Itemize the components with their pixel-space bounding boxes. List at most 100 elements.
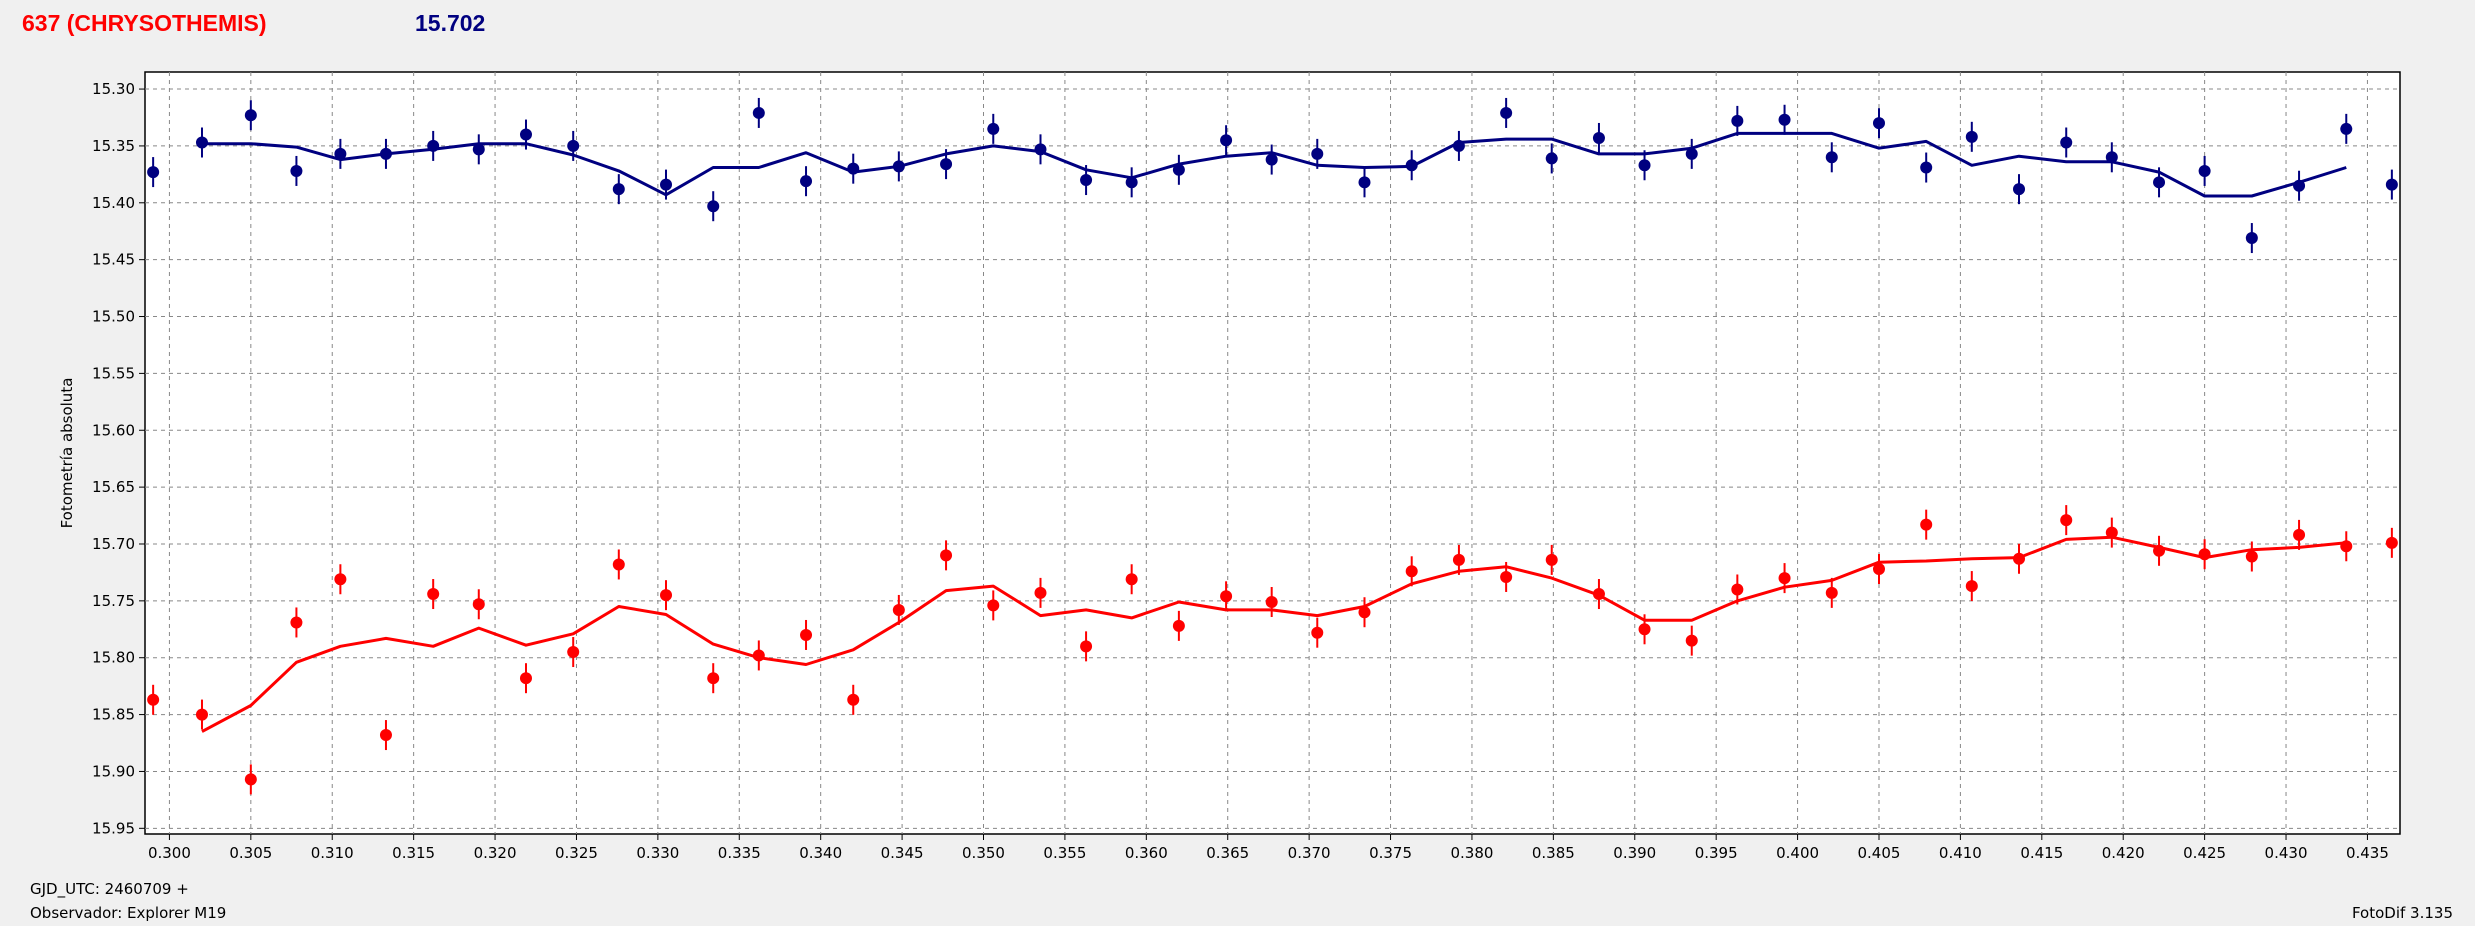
x-tick-label: 0.350 [962, 844, 1005, 860]
data-point [660, 589, 673, 602]
x-tick-label: 0.435 [2346, 844, 2389, 860]
data-point [707, 200, 720, 213]
data-point [1034, 143, 1047, 156]
y-tick-label: 15.30 [92, 80, 135, 98]
data-point [519, 128, 532, 141]
x-axis: 0.300 0.305 0.310 0.315 0.320 0.325 0.330 0.335… [148, 834, 2389, 860]
magnitude-value: 15.702 [415, 10, 486, 36]
data-point [1500, 570, 1513, 583]
data-point [147, 693, 160, 706]
observer-label: Observador: Explorer M19 [30, 904, 227, 922]
data-point [1452, 139, 1465, 152]
data-point [1358, 606, 1371, 619]
y-tick-label: 15.40 [92, 194, 135, 212]
x-tick-label: 0.310 [311, 844, 354, 860]
x-tick-label: 0.315 [392, 844, 435, 860]
data-point [1920, 161, 1933, 174]
data-point [147, 166, 160, 179]
data-point [2245, 232, 2258, 245]
x-tick-label: 0.340 [799, 844, 842, 860]
x-tick-label: 0.305 [229, 844, 272, 860]
data-point [1731, 114, 1744, 127]
data-point [472, 143, 485, 156]
data-point [800, 175, 813, 188]
x-tick-label: 0.325 [555, 844, 598, 860]
grid [145, 72, 2400, 834]
gjd-label: GJD_UTC: 2460709 + [30, 880, 189, 898]
data-point [1545, 553, 1558, 566]
x-tick-label: 0.380 [1450, 844, 1493, 860]
lightcurve-chart: 0.300 0.305 0.310 0.315 0.320 0.325 0.330 0.335… [58, 71, 2401, 860]
data-point [1592, 131, 1605, 144]
data-point [2198, 164, 2211, 177]
data-point [427, 588, 440, 601]
data-point [2060, 136, 2073, 149]
y-tick-label: 15.90 [92, 762, 135, 780]
data-point [334, 573, 347, 586]
y-tick-label: 15.35 [92, 137, 135, 155]
data-point [612, 558, 625, 571]
data-point [1125, 176, 1138, 189]
data-point [2060, 514, 2073, 527]
data-point [2153, 544, 2166, 557]
data-point [752, 649, 765, 662]
y-tick-label: 15.95 [92, 819, 135, 837]
y-tick-label: 15.80 [92, 649, 135, 667]
data-point [1405, 565, 1418, 578]
data-point [612, 183, 625, 196]
x-tick-label: 0.360 [1125, 844, 1168, 860]
data-point [2153, 176, 2166, 189]
data-point [800, 628, 813, 641]
series-layer [147, 97, 2398, 795]
data-point [2340, 122, 2353, 135]
data-point [2198, 548, 2211, 561]
data-point [1080, 174, 1093, 187]
data-point [752, 106, 765, 119]
x-tick-label: 0.335 [718, 844, 761, 860]
data-point [1825, 586, 1838, 599]
data-point [892, 160, 905, 173]
data-point [2105, 151, 2118, 164]
data-point [1685, 634, 1698, 647]
data-point [567, 139, 580, 152]
data-point [892, 603, 905, 616]
x-tick-label: 0.395 [1695, 844, 1738, 860]
data-point [2385, 536, 2398, 549]
data-point [1778, 113, 1791, 126]
data-point [1265, 153, 1278, 166]
data-point [1220, 590, 1233, 603]
data-point [847, 162, 860, 175]
data-point [379, 729, 392, 742]
data-point [1172, 163, 1185, 176]
data-point [1920, 518, 1933, 531]
series-1 [147, 505, 2398, 795]
data-point [290, 164, 303, 177]
data-point [940, 549, 953, 562]
plot-area [144, 71, 2401, 835]
data-point [567, 646, 580, 659]
x-tick-label: 0.400 [1776, 844, 1819, 860]
data-point [1638, 623, 1651, 636]
data-point [940, 158, 953, 171]
data-point [1452, 553, 1465, 566]
data-point [1311, 147, 1324, 160]
data-point [1034, 586, 1047, 599]
y-axis-label: Fotometría absoluta [58, 378, 76, 529]
data-point [2013, 552, 2026, 565]
x-tick-label: 0.420 [2102, 844, 2145, 860]
data-point [1685, 147, 1698, 160]
data-point [707, 672, 720, 685]
data-point [379, 147, 392, 160]
data-point [2293, 528, 2306, 541]
data-point [1778, 572, 1791, 585]
data-point [1592, 588, 1605, 601]
data-point [2013, 183, 2026, 196]
y-tick-label: 15.55 [92, 364, 135, 382]
x-tick-label: 0.410 [1939, 844, 1982, 860]
x-tick-label: 0.300 [148, 844, 191, 860]
series-0 [147, 97, 2398, 254]
x-tick-label: 0.320 [474, 844, 517, 860]
data-point [519, 672, 532, 685]
data-point [1731, 583, 1744, 596]
data-point [195, 708, 208, 721]
